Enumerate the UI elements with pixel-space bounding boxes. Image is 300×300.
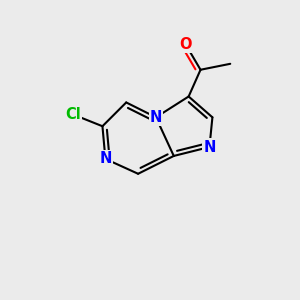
Text: O: O: [179, 37, 192, 52]
Text: Cl: Cl: [65, 107, 81, 122]
Text: N: N: [150, 110, 162, 125]
Text: N: N: [203, 140, 216, 154]
Text: N: N: [99, 152, 112, 166]
